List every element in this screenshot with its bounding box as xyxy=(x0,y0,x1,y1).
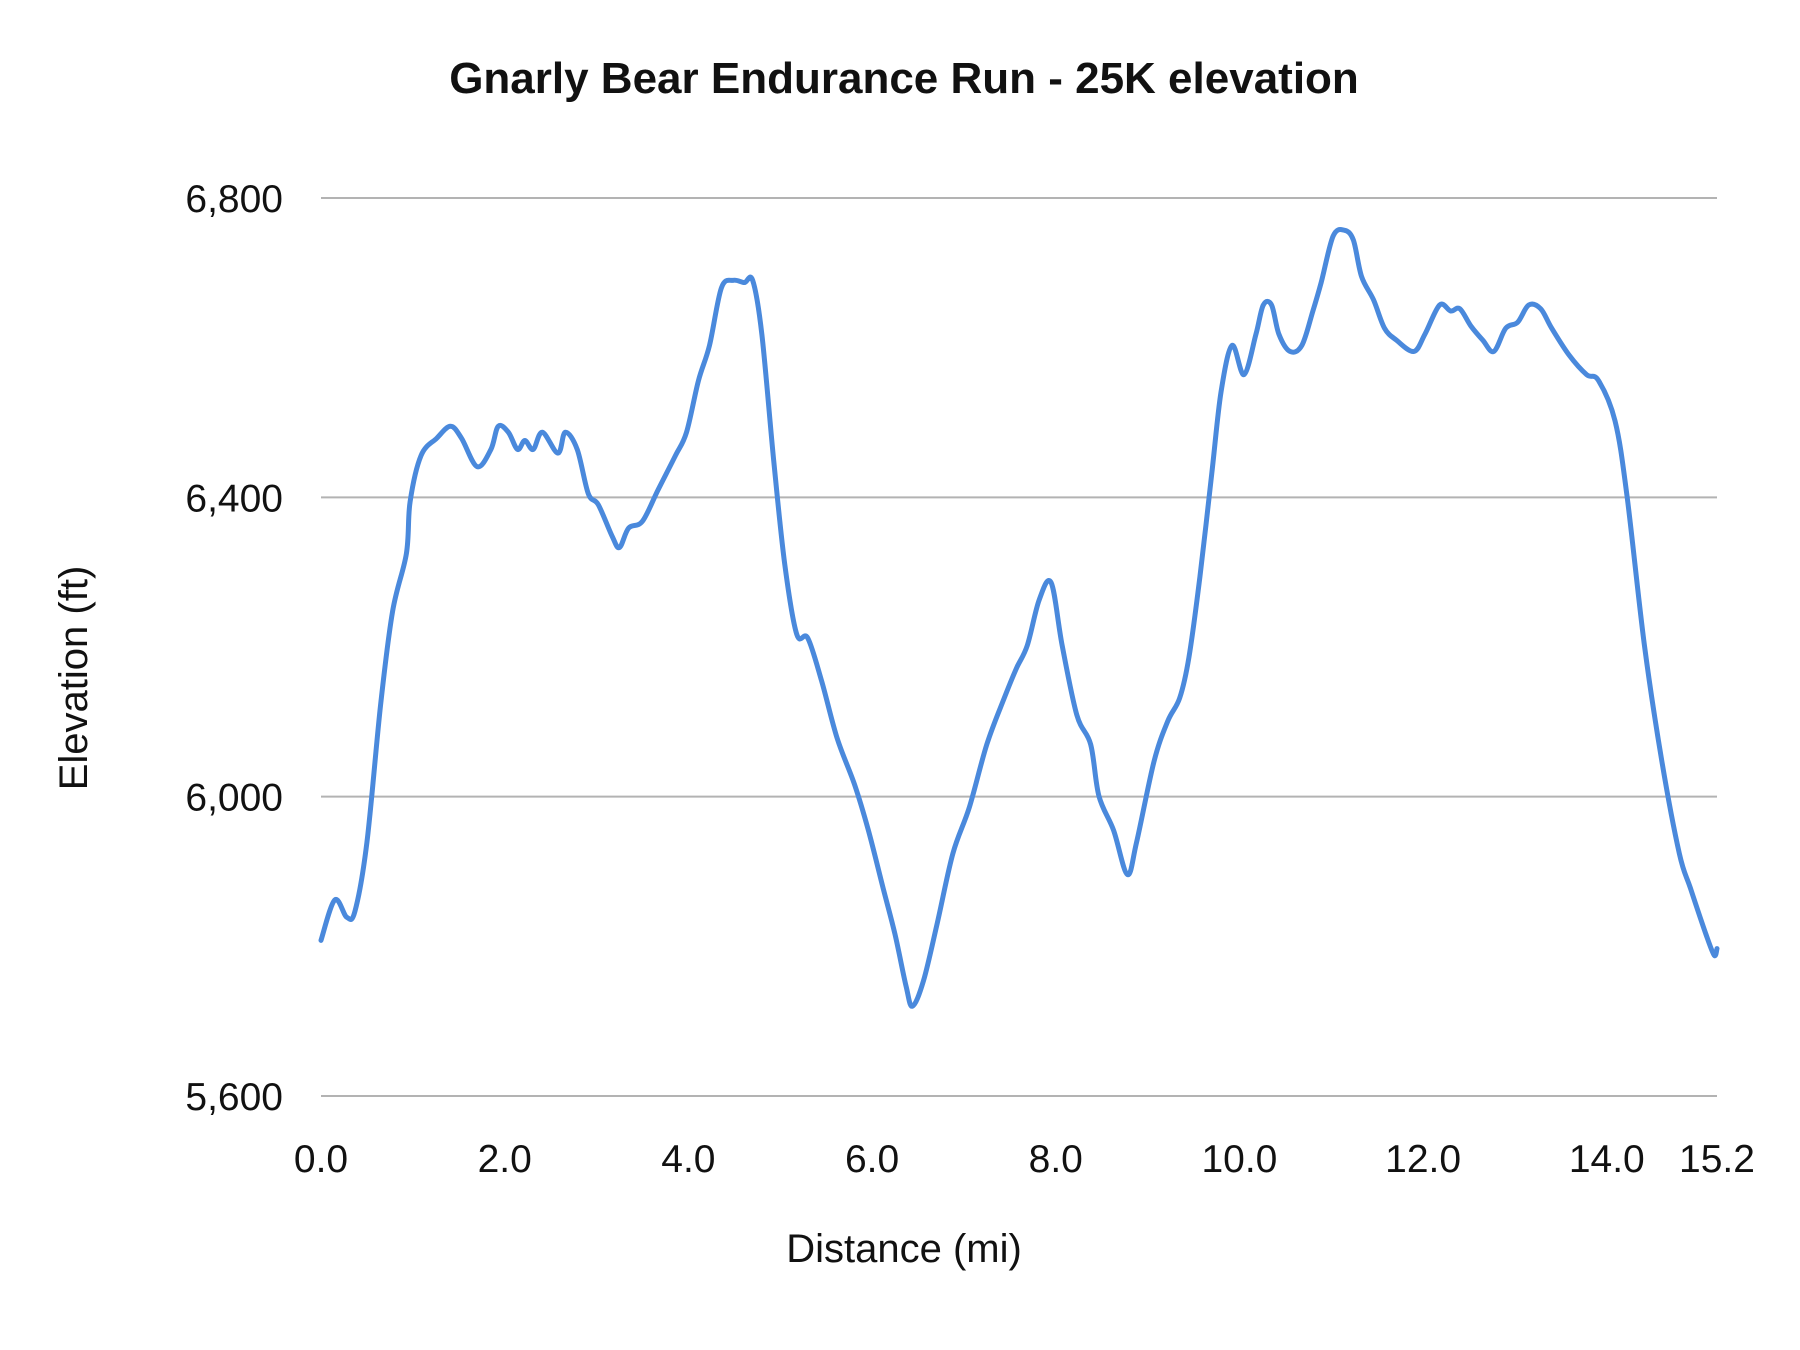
gridlines xyxy=(321,197,1717,1097)
x-tick-label: 0.0 xyxy=(294,1138,348,1181)
x-tick-label: 6.0 xyxy=(845,1138,899,1181)
x-tick-label: 4.0 xyxy=(661,1138,715,1181)
x-tick-label: 2.0 xyxy=(478,1138,532,1181)
x-tick-label: 14.0 xyxy=(1569,1138,1645,1181)
y-tick-label: 6,000 xyxy=(185,777,283,820)
x-tick-label: 8.0 xyxy=(1029,1138,1083,1181)
chart-title: Gnarly Bear Endurance Run - 25K elevatio… xyxy=(449,54,1359,103)
y-tick-label: 6,800 xyxy=(185,178,283,221)
x-tick-label: 15.2 xyxy=(1679,1138,1755,1181)
y-axis-title: Elevation (ft) xyxy=(52,566,96,791)
x-tick-labels: 0.0 2.0 4.0 6.0 8.0 10.0 12.0 14.0 15.2 xyxy=(294,1138,1755,1181)
x-tick-label: 10.0 xyxy=(1201,1138,1277,1181)
elevation-line xyxy=(318,227,1720,1009)
x-tick-label: 12.0 xyxy=(1385,1138,1461,1181)
y-tick-label: 5,600 xyxy=(185,1076,283,1119)
y-tick-labels: 5,600 6,000 6,400 6,800 xyxy=(185,178,283,1119)
x-axis-title: Distance (mi) xyxy=(786,1227,1022,1271)
y-tick-label: 6,400 xyxy=(185,477,283,520)
